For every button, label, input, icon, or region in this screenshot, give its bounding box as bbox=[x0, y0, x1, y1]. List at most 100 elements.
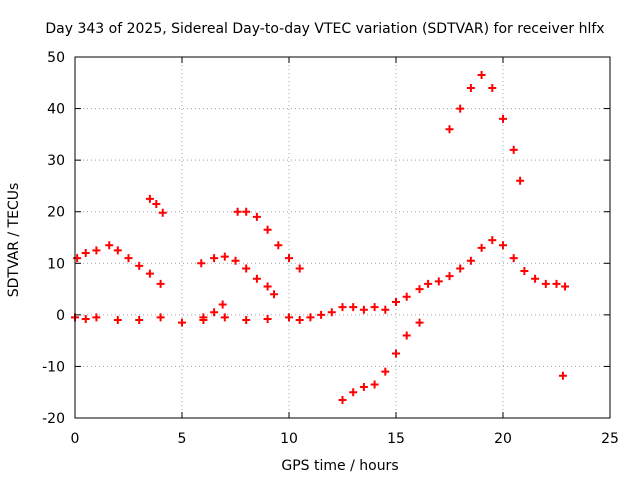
data-point bbox=[445, 125, 454, 134]
data-point bbox=[81, 314, 90, 323]
data-point bbox=[252, 274, 261, 283]
series-baseline bbox=[71, 285, 424, 327]
data-point bbox=[516, 176, 525, 185]
series-arc-early bbox=[73, 241, 165, 288]
data-point bbox=[285, 313, 293, 322]
y-tick-label: -10 bbox=[42, 359, 65, 375]
series-isolated bbox=[558, 371, 567, 380]
data-point bbox=[402, 292, 411, 301]
data-point bbox=[231, 256, 240, 265]
data-point bbox=[499, 241, 507, 250]
data-point bbox=[456, 104, 465, 113]
x-tick-label: 0 bbox=[71, 431, 80, 447]
data-point bbox=[263, 314, 272, 323]
data-point bbox=[424, 279, 433, 288]
data-point bbox=[242, 316, 251, 325]
data-point bbox=[124, 254, 133, 263]
data-point bbox=[270, 290, 279, 299]
data-point bbox=[381, 367, 390, 376]
series-arc-peak bbox=[445, 71, 525, 185]
data-point bbox=[370, 303, 379, 312]
data-point bbox=[92, 313, 101, 322]
data-point bbox=[210, 254, 219, 263]
data-point bbox=[359, 305, 368, 314]
data-point bbox=[349, 303, 358, 312]
data-point bbox=[295, 316, 304, 325]
chart-title: Day 343 of 2025, Sidereal Day-to-day VTE… bbox=[45, 21, 604, 37]
data-point bbox=[488, 236, 497, 245]
data-point bbox=[220, 313, 229, 322]
data-point bbox=[552, 279, 561, 288]
y-tick-label: 50 bbox=[47, 50, 65, 66]
data-point bbox=[197, 259, 206, 268]
y-tick-label: 0 bbox=[56, 308, 65, 324]
data-point bbox=[558, 371, 567, 380]
data-points bbox=[71, 71, 570, 404]
data-point bbox=[92, 246, 101, 255]
data-point bbox=[477, 71, 486, 80]
grid bbox=[75, 57, 610, 418]
data-point bbox=[295, 264, 304, 273]
y-tick-label: -20 bbox=[42, 411, 65, 427]
x-tick-label: 20 bbox=[494, 431, 512, 447]
data-point bbox=[158, 208, 167, 217]
data-point bbox=[466, 83, 475, 92]
data-point bbox=[178, 318, 186, 327]
data-point bbox=[327, 308, 336, 317]
series-arc-short bbox=[145, 194, 167, 217]
data-point bbox=[218, 300, 227, 309]
data-point bbox=[434, 277, 443, 286]
x-tick-label: 10 bbox=[280, 431, 298, 447]
data-point bbox=[531, 274, 540, 283]
data-point bbox=[445, 272, 454, 281]
data-point bbox=[199, 313, 208, 322]
y-axis-label: SDTVAR / TECUs bbox=[6, 183, 22, 298]
series-arc-high bbox=[233, 207, 304, 273]
y-axis: -20 -10 0 10 20 30 40 50 bbox=[42, 50, 610, 427]
y-tick-label: 30 bbox=[47, 153, 65, 169]
data-point bbox=[488, 83, 497, 92]
data-point bbox=[113, 316, 122, 325]
data-point bbox=[415, 318, 424, 327]
data-point bbox=[113, 246, 122, 255]
data-point bbox=[359, 383, 368, 392]
data-point bbox=[338, 303, 347, 312]
data-point bbox=[456, 264, 465, 273]
series-arc-rise bbox=[338, 318, 424, 404]
y-tick-label: 10 bbox=[47, 256, 65, 272]
data-point bbox=[541, 279, 550, 288]
data-point bbox=[242, 207, 251, 216]
data-point bbox=[81, 248, 90, 257]
y-tick-label: 20 bbox=[47, 205, 65, 221]
x-tick-label: 15 bbox=[387, 431, 405, 447]
data-point bbox=[317, 310, 326, 319]
data-point bbox=[392, 349, 400, 358]
data-point bbox=[466, 256, 475, 265]
data-point bbox=[73, 254, 82, 263]
data-point bbox=[233, 207, 242, 216]
series-arc-dip bbox=[199, 300, 227, 322]
data-point bbox=[145, 194, 154, 203]
series-arc-mid bbox=[197, 252, 279, 299]
data-point bbox=[392, 297, 400, 306]
data-point bbox=[402, 331, 411, 340]
data-point bbox=[349, 388, 358, 397]
data-point bbox=[242, 264, 251, 273]
data-point bbox=[381, 305, 390, 314]
x-axis: 0 5 10 15 20 25 bbox=[71, 57, 619, 447]
data-point bbox=[263, 225, 272, 234]
data-point bbox=[135, 261, 144, 270]
data-point bbox=[156, 313, 165, 322]
data-point bbox=[210, 308, 219, 317]
x-tick-label: 25 bbox=[601, 431, 619, 447]
data-point bbox=[370, 380, 379, 389]
data-point bbox=[561, 282, 570, 291]
y-tick-label: 40 bbox=[47, 102, 65, 118]
plot-frame bbox=[74, 56, 611, 419]
data-point bbox=[152, 199, 161, 208]
data-point bbox=[338, 395, 347, 404]
data-point bbox=[220, 252, 229, 261]
data-point bbox=[477, 243, 486, 252]
data-point bbox=[306, 313, 315, 322]
